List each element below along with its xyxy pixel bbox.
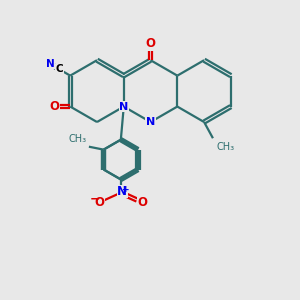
Text: O: O <box>49 100 59 113</box>
Text: O: O <box>146 38 155 50</box>
Text: N: N <box>146 117 155 127</box>
Text: O: O <box>94 196 104 209</box>
Text: N: N <box>119 102 128 112</box>
Text: N: N <box>117 185 127 198</box>
Text: O: O <box>137 196 147 209</box>
Text: +: + <box>122 185 130 194</box>
Text: CH₃: CH₃ <box>68 134 86 144</box>
Text: −: − <box>90 192 101 205</box>
Text: CH₃: CH₃ <box>217 142 235 152</box>
Text: N: N <box>46 59 54 69</box>
Text: C: C <box>56 64 63 74</box>
